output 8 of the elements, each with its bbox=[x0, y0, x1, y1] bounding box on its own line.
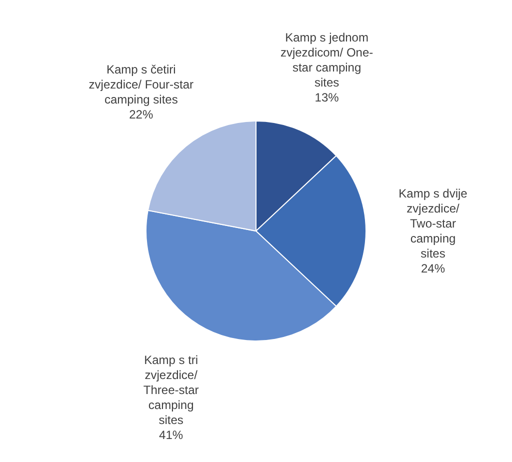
slice-label: Kamp s tri zvjezdice/ Three-star camping sites bbox=[143, 353, 199, 428]
slice-label: Kamp s jednom zvjezdicom/ One- star camping sites bbox=[280, 30, 374, 90]
slice-label: Kamp s dvije zvjezdice/ Two-star camping sites bbox=[398, 186, 468, 260]
data-label: 22% bbox=[129, 108, 154, 122]
data-label: 24% bbox=[420, 262, 446, 276]
slice-label: Kamp s četiri zvjezdice/ Four-star camping sites bbox=[88, 62, 194, 107]
data-label: 13% bbox=[314, 90, 340, 104]
data-label: 41% bbox=[159, 428, 184, 442]
